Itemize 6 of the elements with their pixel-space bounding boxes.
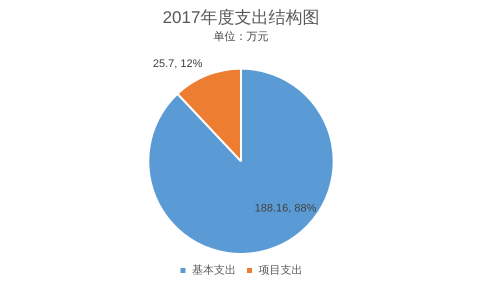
- legend-label: 基本支出: [192, 264, 236, 277]
- legend-label: 项目支出: [258, 264, 302, 277]
- data-label: 25.7, 12%: [152, 58, 203, 70]
- chart-subtitle: 单位：万元: [214, 30, 268, 44]
- data-label: 188.16, 88%: [254, 202, 317, 215]
- chart-title: 2017年度支出结构图: [162, 8, 320, 27]
